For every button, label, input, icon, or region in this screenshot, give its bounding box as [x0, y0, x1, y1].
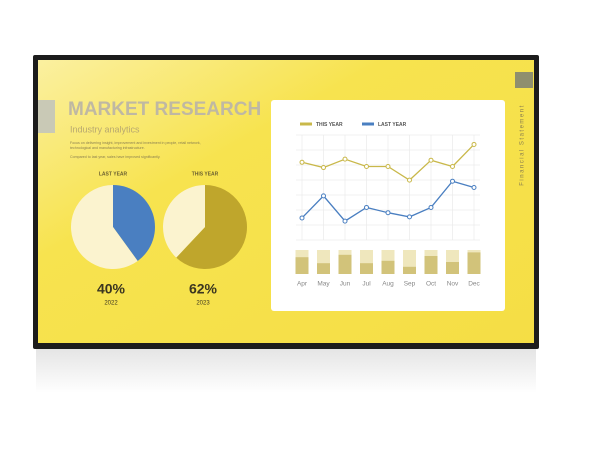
bar [360, 263, 373, 274]
x-tick-label: Aug [382, 281, 394, 288]
bar [446, 262, 459, 274]
data-point [299, 159, 305, 165]
accent-block [515, 72, 533, 88]
data-point [299, 215, 305, 221]
value-label: 40% [97, 281, 126, 297]
x-tick-label: Oct [426, 281, 436, 288]
pie-slice [113, 185, 155, 261]
x-tick-label: Apr [297, 281, 308, 288]
legend-label: THIS YEAR [316, 122, 343, 128]
bar [467, 252, 481, 274]
x-tick-label: Sep [404, 281, 416, 288]
legend-label: LAST YEAR [378, 122, 407, 128]
value-label: 62% [189, 281, 218, 297]
reflection [36, 348, 536, 393]
data-point [428, 204, 434, 210]
accent-block [38, 100, 55, 133]
pie-slice [176, 185, 248, 270]
bar [338, 254, 352, 274]
data-point [385, 164, 391, 169]
pie-title: LAST YEAR [99, 171, 128, 177]
bar [381, 260, 395, 274]
pie-caption: 2022 [104, 301, 118, 307]
data-point [342, 156, 348, 162]
data-point [321, 193, 326, 199]
x-tick-label: Jun [340, 281, 351, 288]
data-point [428, 157, 434, 163]
side-label: Financial Statement [520, 104, 526, 186]
slide-title: MARKET RESEARCH [68, 99, 261, 120]
bar [403, 266, 416, 274]
body-text: technological and manufacturing infrastr… [70, 146, 145, 150]
body-text: Focus on delivering insight, improvement… [70, 141, 201, 145]
pie-slice [163, 185, 205, 258]
x-tick-label: May [317, 281, 330, 288]
data-point [321, 165, 326, 171]
data-point [471, 185, 477, 190]
data-point [450, 178, 455, 184]
data-point [407, 177, 412, 183]
pie-caption: 2023 [196, 301, 210, 307]
bar [424, 256, 438, 274]
pie-title: THIS YEAR [192, 171, 219, 177]
data-point [364, 204, 369, 210]
bar [295, 257, 309, 274]
x-tick-label: Jul [362, 281, 371, 288]
bar [317, 263, 330, 274]
data-point [364, 164, 369, 169]
body-text: Compared to last year, sales have improv… [70, 155, 160, 159]
pie-slice [70, 185, 138, 269]
data-point [450, 164, 455, 169]
data-point [471, 141, 477, 147]
data-point [385, 210, 391, 216]
slide-subtitle: Industry analytics [70, 124, 140, 134]
data-point [342, 218, 348, 224]
data-point [407, 214, 412, 220]
x-tick-label: Nov [447, 281, 459, 288]
x-tick-label: Dec [468, 281, 480, 288]
